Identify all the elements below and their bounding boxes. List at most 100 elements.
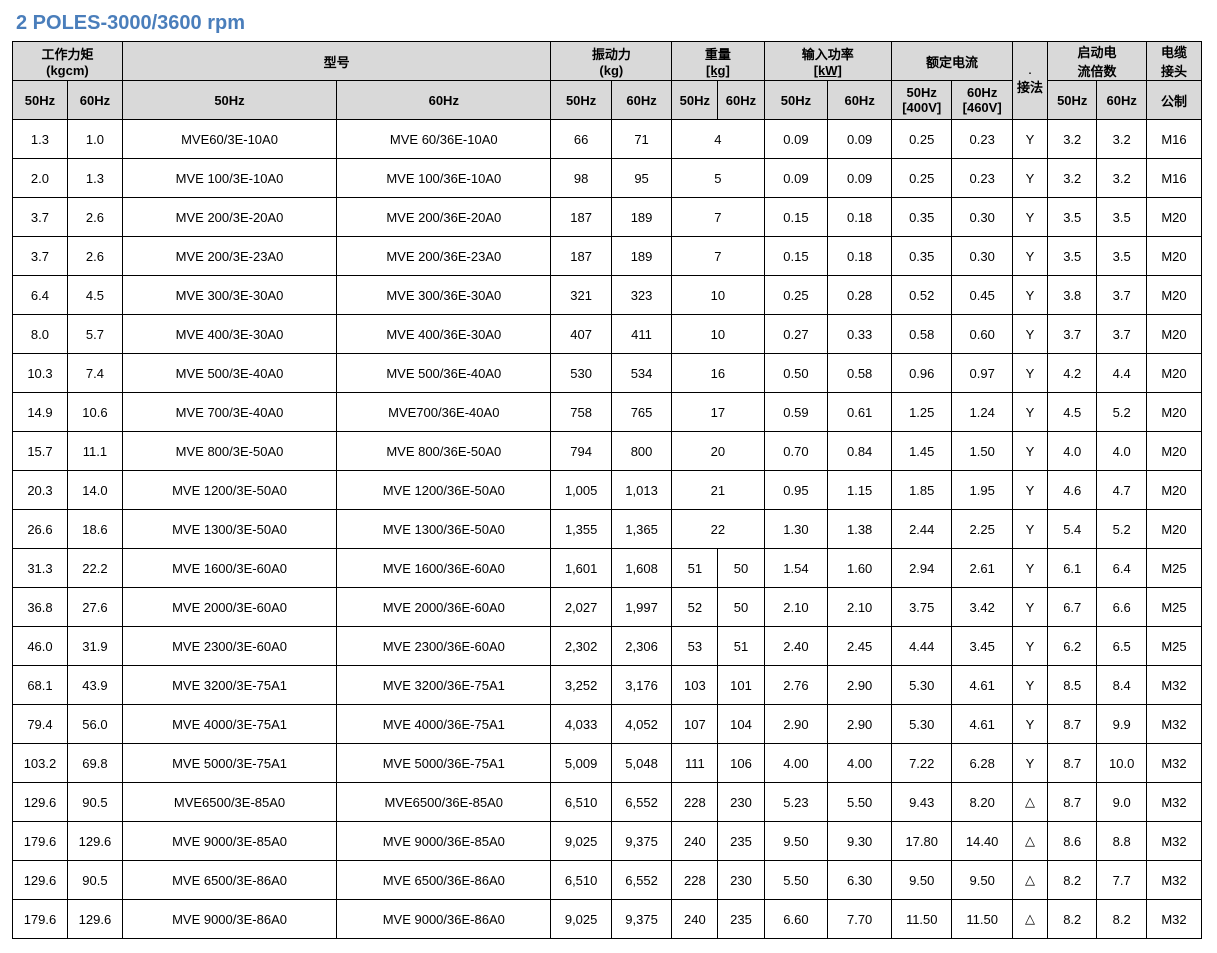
hdr-wt-50: 50Hz: [672, 81, 718, 120]
cell: Y: [1012, 666, 1047, 705]
cell: MVE 4000/3E-75A1: [122, 705, 336, 744]
cell: 2.94: [892, 549, 952, 588]
cell: 3.5: [1097, 198, 1146, 237]
cell: 5,048: [611, 744, 671, 783]
cell: 3.7: [13, 198, 68, 237]
cell: 2.25: [952, 510, 1012, 549]
cell: 1,365: [611, 510, 671, 549]
cell: 1.50: [952, 432, 1012, 471]
cell: 8.0: [13, 315, 68, 354]
cell: MVE 400/3E-30A0: [122, 315, 336, 354]
cell: 6.28: [952, 744, 1012, 783]
table-row: 36.827.6MVE 2000/3E-60A0MVE 2000/36E-60A…: [13, 588, 1202, 627]
cell: 20.3: [13, 471, 68, 510]
cell: 129.6: [13, 783, 68, 822]
cell: M32: [1146, 783, 1201, 822]
cell: 43.9: [67, 666, 122, 705]
cell: 10.0: [1097, 744, 1146, 783]
cell: 0.25: [892, 159, 952, 198]
cell: Y: [1012, 198, 1047, 237]
cell: 8.4: [1097, 666, 1146, 705]
cell: 3,176: [611, 666, 671, 705]
cell: MVE 3200/3E-75A1: [122, 666, 336, 705]
cell: 66: [551, 120, 611, 159]
cell: 15.7: [13, 432, 68, 471]
cell: M32: [1146, 666, 1201, 705]
cell: △: [1012, 900, 1047, 939]
cell: 5.4: [1048, 510, 1097, 549]
cell: 90.5: [67, 861, 122, 900]
cell: 323: [611, 276, 671, 315]
cell: 3,252: [551, 666, 611, 705]
cell: 31.9: [67, 627, 122, 666]
cell: 534: [611, 354, 671, 393]
cell: M20: [1146, 471, 1201, 510]
cell: 46.0: [13, 627, 68, 666]
cell: 8.7: [1048, 783, 1097, 822]
cell: 0.95: [764, 471, 828, 510]
cell: MVE 2300/3E-60A0: [122, 627, 336, 666]
cell: MVE 200/36E-20A0: [337, 198, 551, 237]
cell: 69.8: [67, 744, 122, 783]
cell: 4.0: [1048, 432, 1097, 471]
cell: 2.10: [828, 588, 892, 627]
cell: 22.2: [67, 549, 122, 588]
cell: 1,608: [611, 549, 671, 588]
cell: 6.4: [13, 276, 68, 315]
cell: Y: [1012, 705, 1047, 744]
cell: 1.25: [892, 393, 952, 432]
cell: 9.30: [828, 822, 892, 861]
cell: 2.6: [67, 198, 122, 237]
cell: MVE 800/36E-50A0: [337, 432, 551, 471]
table-row: 8.05.7MVE 400/3E-30A0MVE 400/36E-30A0407…: [13, 315, 1202, 354]
cell: 0.58: [892, 315, 952, 354]
cell: 240: [672, 900, 718, 939]
cell: 10: [672, 315, 764, 354]
cell: 0.25: [764, 276, 828, 315]
cell: 0.09: [828, 120, 892, 159]
cell: MVE 100/36E-10A0: [337, 159, 551, 198]
cell: Y: [1012, 510, 1047, 549]
cell: M20: [1146, 315, 1201, 354]
cell: 4.5: [1048, 393, 1097, 432]
cell: 794: [551, 432, 611, 471]
cell: MVE 800/3E-50A0: [122, 432, 336, 471]
cell: 2.10: [764, 588, 828, 627]
cell: Y: [1012, 549, 1047, 588]
table-row: 79.456.0MVE 4000/3E-75A1MVE 4000/36E-75A…: [13, 705, 1202, 744]
cell: MVE 700/3E-40A0: [122, 393, 336, 432]
table-row: 103.269.8MVE 5000/3E-75A1MVE 5000/36E-75…: [13, 744, 1202, 783]
cell: 9,025: [551, 822, 611, 861]
cell: 3.45: [952, 627, 1012, 666]
cell: 8.5: [1048, 666, 1097, 705]
cell: MVE 1200/36E-50A0: [337, 471, 551, 510]
cell: MVE 2000/3E-60A0: [122, 588, 336, 627]
cell: 0.09: [764, 159, 828, 198]
hdr-vib-60: 60Hz: [611, 81, 671, 120]
cell: 0.96: [892, 354, 952, 393]
cell: MVE60/3E-10A0: [122, 120, 336, 159]
cell: 765: [611, 393, 671, 432]
cell: 18.6: [67, 510, 122, 549]
cell: 9.50: [764, 822, 828, 861]
cell: M16: [1146, 120, 1201, 159]
cell: 9.50: [892, 861, 952, 900]
cell: M32: [1146, 705, 1201, 744]
cell: 0.50: [764, 354, 828, 393]
table-row: 14.910.6MVE 700/3E-40A0MVE700/36E-40A075…: [13, 393, 1202, 432]
cell: M32: [1146, 900, 1201, 939]
cell: 53: [672, 627, 718, 666]
cell: 411: [611, 315, 671, 354]
cell: 1.15: [828, 471, 892, 510]
cell: M20: [1146, 354, 1201, 393]
cell: 103.2: [13, 744, 68, 783]
cell: 240: [672, 822, 718, 861]
cell: 0.18: [828, 237, 892, 276]
table-header: 工作力矩(kgcm) 型号 振动力(kg) 重量[kg] 输入功率[kW] 额定…: [13, 42, 1202, 120]
cell: 3.2: [1048, 120, 1097, 159]
cell: 79.4: [13, 705, 68, 744]
cell: 0.70: [764, 432, 828, 471]
cell: 0.28: [828, 276, 892, 315]
cell: 0.59: [764, 393, 828, 432]
cell: 4.2: [1048, 354, 1097, 393]
